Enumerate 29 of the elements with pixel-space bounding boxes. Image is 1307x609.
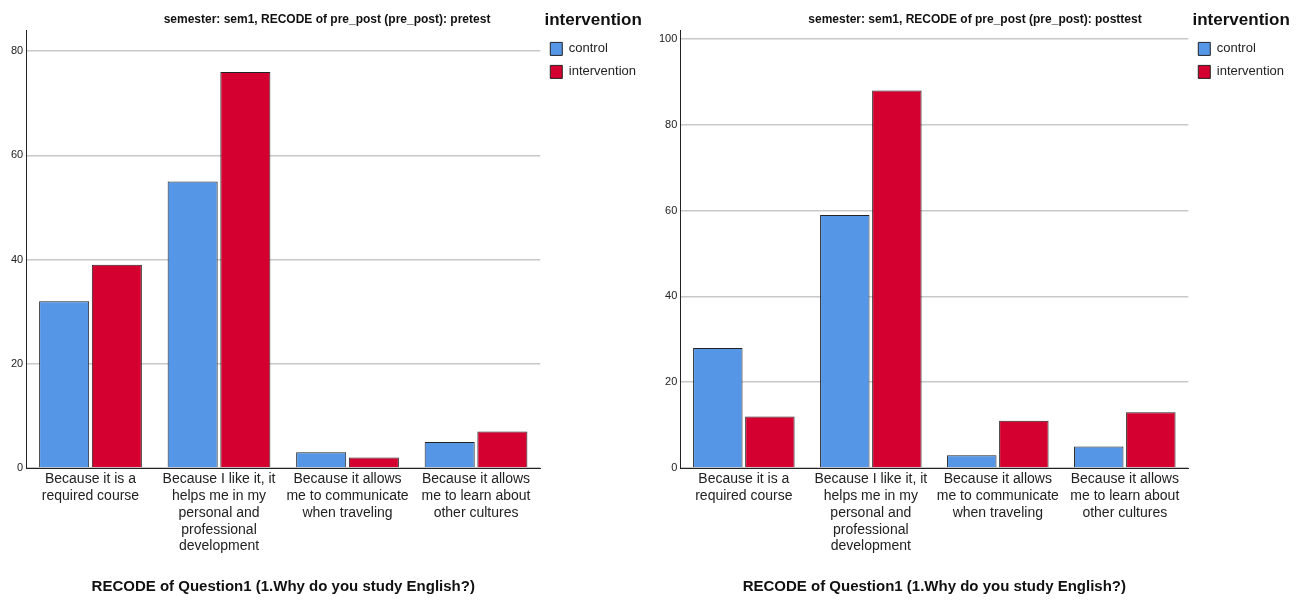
x-tick-label: Because I like it, it helps me in my personal and professional development bbox=[162, 470, 276, 554]
x-tick-label: Because it allows me to communicate when traveling bbox=[936, 470, 1060, 520]
legend-label: intervention bbox=[568, 63, 637, 79]
chart-title: semester: sem1, RECODE of pre_post (pre_post): pretest bbox=[163, 11, 491, 26]
legend-label: control bbox=[568, 40, 608, 56]
x-tick-label: Because I like it, it helps me in my personal and professional development bbox=[814, 470, 928, 554]
y-tick-label: 100 bbox=[658, 32, 678, 45]
x-tick-label: Because it is a required course bbox=[695, 470, 793, 504]
legend-label: control bbox=[1216, 40, 1256, 56]
legend-title: intervention bbox=[1192, 10, 1290, 30]
y-tick-label: 60 bbox=[665, 203, 678, 216]
legend-label: intervention bbox=[1216, 63, 1285, 79]
y-tick-label: 40 bbox=[10, 252, 24, 265]
x-tick-label: Because it allows me to learn about other cultures bbox=[421, 470, 531, 520]
x-tick-label: Because it allows me to communicate when traveling bbox=[286, 470, 409, 520]
y-tick-label: 0 bbox=[671, 461, 678, 474]
x-axis-title: RECODE of Question1 (1.Why do you study English?) bbox=[742, 577, 1126, 595]
y-tick-label: 0 bbox=[17, 461, 24, 474]
x-tick-label: Because it is a required course bbox=[41, 470, 140, 504]
y-tick-label: 80 bbox=[10, 44, 24, 57]
x-tick-label: Because it allows me to learn about other cultures bbox=[1070, 470, 1180, 520]
x-axis-title: RECODE of Question1 (1.Why do you study English?) bbox=[91, 577, 475, 595]
y-tick-label: 40 bbox=[665, 289, 678, 302]
y-tick-label: 20 bbox=[10, 356, 24, 369]
y-tick-label: 20 bbox=[665, 375, 678, 388]
y-tick-label: 60 bbox=[10, 148, 24, 161]
y-tick-label: 80 bbox=[665, 117, 678, 130]
legend-title: intervention bbox=[544, 10, 642, 30]
chart-title: semester: sem1, RECODE of pre_post (pre_post): posttest bbox=[808, 11, 1142, 26]
